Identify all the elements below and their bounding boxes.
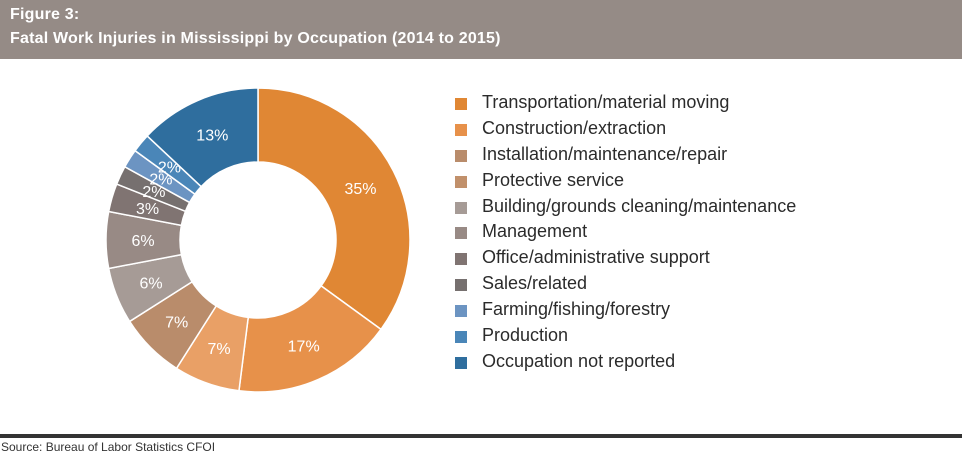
legend-label: Production xyxy=(482,325,569,346)
legend-label: Occupation not reported xyxy=(482,350,676,371)
slice-data-label: 13% xyxy=(196,127,228,144)
legend-swatch xyxy=(455,227,467,240)
legend-label: Farming/fishing/forestry xyxy=(482,299,671,320)
slice-data-label: 6% xyxy=(140,275,163,292)
donut-slice xyxy=(257,87,411,331)
legend-swatch xyxy=(455,253,467,266)
legend-label: Building/grounds cleaning/maintenance xyxy=(482,195,797,216)
legend-swatch xyxy=(455,98,467,110)
donut-slice xyxy=(146,87,259,188)
legend-label: Protective service xyxy=(482,169,625,190)
legend-swatch xyxy=(455,149,467,162)
legend-swatch xyxy=(455,201,467,214)
legend-swatch xyxy=(455,305,467,318)
slice-data-label: 2% xyxy=(158,160,181,177)
slice-data-label: 6% xyxy=(131,233,154,250)
figure-label: Figure 3: xyxy=(10,6,80,23)
legend-swatch xyxy=(455,331,467,344)
slice-data-label: 2% xyxy=(142,184,165,201)
figure-title: Fatal Work Injuries in Mississippi by Oc… xyxy=(10,30,501,47)
legend-label: Management xyxy=(482,221,588,242)
legend-swatch xyxy=(455,123,467,136)
legend-label: Installation/maintenance/repair xyxy=(482,143,728,164)
source-note: Source: Bureau of Labor Statistics CFOI xyxy=(1,440,216,454)
bottom-divider xyxy=(0,434,962,438)
donut-chart: 35%17%7%7%6%6%3%2%2%2%13% xyxy=(105,87,411,393)
slice-data-label: 35% xyxy=(344,181,376,198)
legend-label: Construction/extraction xyxy=(482,117,667,138)
legend-swatch xyxy=(455,279,467,292)
figure-header: Figure 3: Fatal Work Injuries in Mississ… xyxy=(0,0,962,59)
legend-label: Transportation/material moving xyxy=(482,92,730,112)
slice-data-label: 7% xyxy=(165,314,188,331)
legend-swatch xyxy=(455,356,467,369)
slice-data-label: 2% xyxy=(149,171,172,188)
legend-label: Office/administrative support xyxy=(482,247,710,268)
slice-data-label: 7% xyxy=(207,341,230,358)
legend-label: Sales/related xyxy=(482,273,588,294)
legend-swatch xyxy=(455,175,467,188)
slice-data-label: 3% xyxy=(136,201,159,218)
slice-data-label: 17% xyxy=(288,339,320,356)
